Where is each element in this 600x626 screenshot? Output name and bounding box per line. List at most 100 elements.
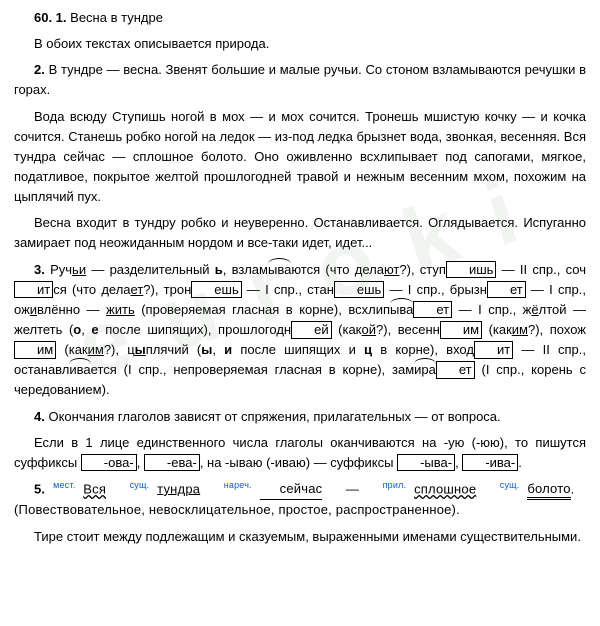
- g-it: ит: [14, 281, 53, 299]
- g-ruch: Руч: [50, 262, 72, 277]
- g-q2: (что дела: [67, 282, 131, 297]
- g-par1: (I спр., непроверяемая гласная в корне),…: [117, 362, 414, 377]
- lbl-narech: нареч.: [224, 480, 252, 490]
- w-vsya: Вся: [83, 481, 106, 496]
- g-y1: ы: [135, 342, 146, 357]
- g-q1b: ?), ступ: [399, 262, 446, 277]
- g-vkorne: в корне), вход: [372, 342, 474, 357]
- g-ltoy: лтой —: [539, 302, 586, 317]
- g-et: ет: [131, 282, 144, 297]
- num-2: 2.: [34, 62, 45, 77]
- lbl-sush2: сущ.: [500, 480, 520, 490]
- g-c2: ,: [212, 342, 224, 357]
- g-kak: (как: [332, 322, 362, 337]
- g-sep: — разделительный: [86, 262, 215, 277]
- g-b: ь: [215, 262, 223, 277]
- g-et4: ет: [436, 361, 475, 379]
- g-spr2: — II спр.,: [496, 262, 565, 277]
- g-vlen: влённо —: [37, 302, 106, 317]
- g-etsya: ется: [91, 362, 117, 377]
- g-zhit: жить: [106, 302, 135, 317]
- para-9: Тире стоит между подлежащим и сказуемым,…: [14, 527, 586, 547]
- g-q3: ?), весенн: [376, 322, 440, 337]
- g-im4: им: [88, 342, 104, 357]
- g-i2: и: [224, 342, 232, 357]
- para-2: 2. В тундре — весна. Звенят большие и ма…: [14, 60, 586, 100]
- g-y2: ы: [201, 342, 212, 357]
- g-spr1c: — I спр.,: [526, 282, 586, 297]
- sfx-ova: -ова-: [81, 454, 137, 472]
- g-yo: ё: [531, 302, 538, 317]
- g-ish: ишь: [446, 261, 496, 279]
- g-q1: (что дела: [320, 262, 384, 277]
- p2-text: В тундре — весна. Звенят большие и малые…: [14, 62, 586, 97]
- sfx-yva: -ыва-: [397, 454, 455, 472]
- tail: (Повествовательное, невосклицательное, п…: [14, 502, 460, 517]
- num-4: 4.: [34, 409, 45, 424]
- w-sploshnoe: сплошное: [414, 481, 476, 496]
- g-ts: ц: [364, 342, 372, 357]
- g-spr1d: — I спр., ж: [452, 302, 531, 317]
- p6-text: Окончания глаголов зависят от спряжения,…: [48, 409, 500, 424]
- g-et3: ет: [413, 301, 452, 319]
- g-kak3: (как: [56, 342, 87, 357]
- para-6: 4. Окончания глаголов зависят от спряжен…: [14, 407, 586, 427]
- lbl-pril: прил.: [383, 480, 407, 490]
- num-3: 3.: [34, 262, 45, 277]
- g-et2: ет: [487, 281, 526, 299]
- g-im: им: [440, 321, 482, 339]
- g-kak2: (как: [482, 322, 512, 337]
- g-ostan: останавл: [14, 362, 69, 377]
- g-esh2: ешь: [334, 281, 384, 299]
- g-spr1: — I спр., стан: [242, 282, 334, 297]
- c2: ,: [455, 455, 462, 470]
- lbl-sush1: сущ.: [130, 480, 150, 490]
- num-5: 5.: [34, 481, 45, 496]
- g-q2b: ?), трон: [143, 282, 191, 297]
- g-sya: ся: [53, 282, 67, 297]
- dash: —: [346, 481, 359, 496]
- g-spr2b: — II спр.,: [513, 342, 586, 357]
- g-ira: ира: [414, 362, 436, 377]
- g-e: е: [91, 322, 98, 337]
- para-4: Весна входит в тундру робко и неуверенно…: [14, 213, 586, 253]
- num-60-1: 60. 1.: [34, 10, 67, 25]
- g-yut: ют: [384, 262, 399, 277]
- para-1: В обоих текстах описывается природа.: [14, 34, 586, 54]
- g-iva: ива: [69, 362, 90, 377]
- g-zhel: желтеть (: [14, 322, 73, 337]
- w-tundra: тундра: [157, 481, 200, 496]
- dot: .: [518, 455, 522, 470]
- w-boloto: болото: [527, 481, 570, 500]
- p7b: , на -ываю (-иваю) — суффиксы: [200, 455, 397, 470]
- para-3: Вода всюду Ступишь ногой в мох — и мох с…: [14, 107, 586, 208]
- g-vzlam: , взлам: [223, 262, 268, 277]
- g-yva: ыва: [268, 262, 291, 277]
- g-q4: ?), похож: [528, 322, 586, 337]
- lbl-mest: мест.: [53, 480, 75, 490]
- g-pl: плячий (: [146, 342, 202, 357]
- g-it2: ит: [474, 341, 513, 359]
- g-yi: ьи: [72, 262, 86, 277]
- g-posle2: после шипящих и: [232, 342, 364, 357]
- c1: ,: [137, 455, 144, 470]
- line-60-1: 60. 1. Весна в тундре: [14, 8, 586, 28]
- sfx-iva: -ива-: [462, 454, 518, 472]
- para-5-grammar: 3. Ручьи — разделительный ь, взламываютс…: [14, 260, 586, 401]
- g-posle: после шипящих), прошлогодн: [99, 322, 291, 337]
- g-ozh: ож: [14, 302, 30, 317]
- g-oy: ой: [362, 322, 377, 337]
- g-ce: ,: [81, 322, 91, 337]
- para-8-sentence: 5. мест. Вся сущ. тундра нареч. сейчас —…: [14, 479, 586, 521]
- g-prov: (проверяемая гласная в корне), всхлип: [135, 302, 390, 317]
- g-yva2: ыва: [390, 302, 413, 317]
- g-yutsya: ются: [291, 262, 320, 277]
- g-soch: соч: [566, 262, 586, 277]
- title-1: Весна в тундре: [70, 10, 163, 25]
- g-q5: ?), ц: [104, 342, 135, 357]
- g-im2: им: [512, 322, 528, 337]
- para-7: Если в 1 лице единственного числа глагол…: [14, 433, 586, 473]
- w-seychas: сейчас: [260, 479, 323, 500]
- g-ey: ей: [291, 321, 332, 339]
- g-i: и: [30, 302, 37, 317]
